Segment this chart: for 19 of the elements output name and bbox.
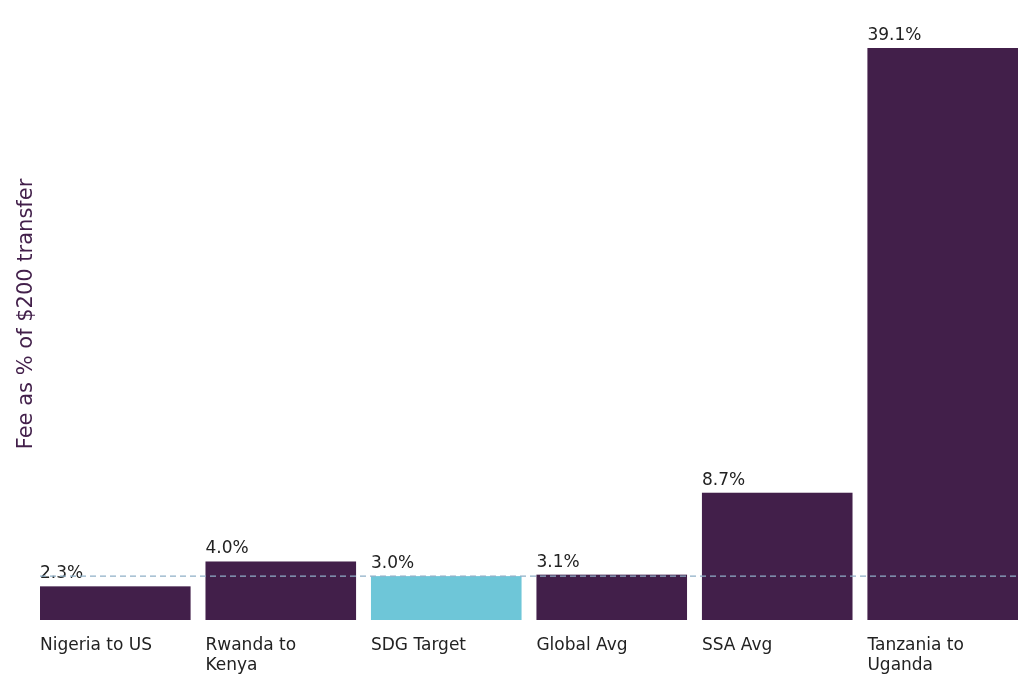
bar <box>867 48 1018 620</box>
y-axis-title: Fee as % of $200 transfer <box>13 178 37 450</box>
x-tick-label: Rwanda to Kenya <box>205 634 297 674</box>
bar <box>701 492 853 620</box>
x-tick-label: Tanzania to Uganda <box>866 634 964 674</box>
data-label: 2.3% <box>40 562 84 583</box>
data-label: 8.7% <box>701 468 746 489</box>
x-tick-label: Global Avg <box>536 634 628 654</box>
data-label: 3.1% <box>536 550 580 571</box>
x-tick-label: SDG Target <box>370 634 467 654</box>
data-label: 39.1% <box>867 24 922 44</box>
data-label: 3.0% <box>370 552 415 573</box>
x-tick-label: Nigeria to US <box>40 634 152 654</box>
bar <box>40 586 191 620</box>
x-tick-label: SSA Avg <box>701 634 773 654</box>
bar <box>370 576 522 620</box>
bar <box>536 574 688 620</box>
data-label: 4.0% <box>205 537 249 558</box>
bar <box>205 561 357 620</box>
